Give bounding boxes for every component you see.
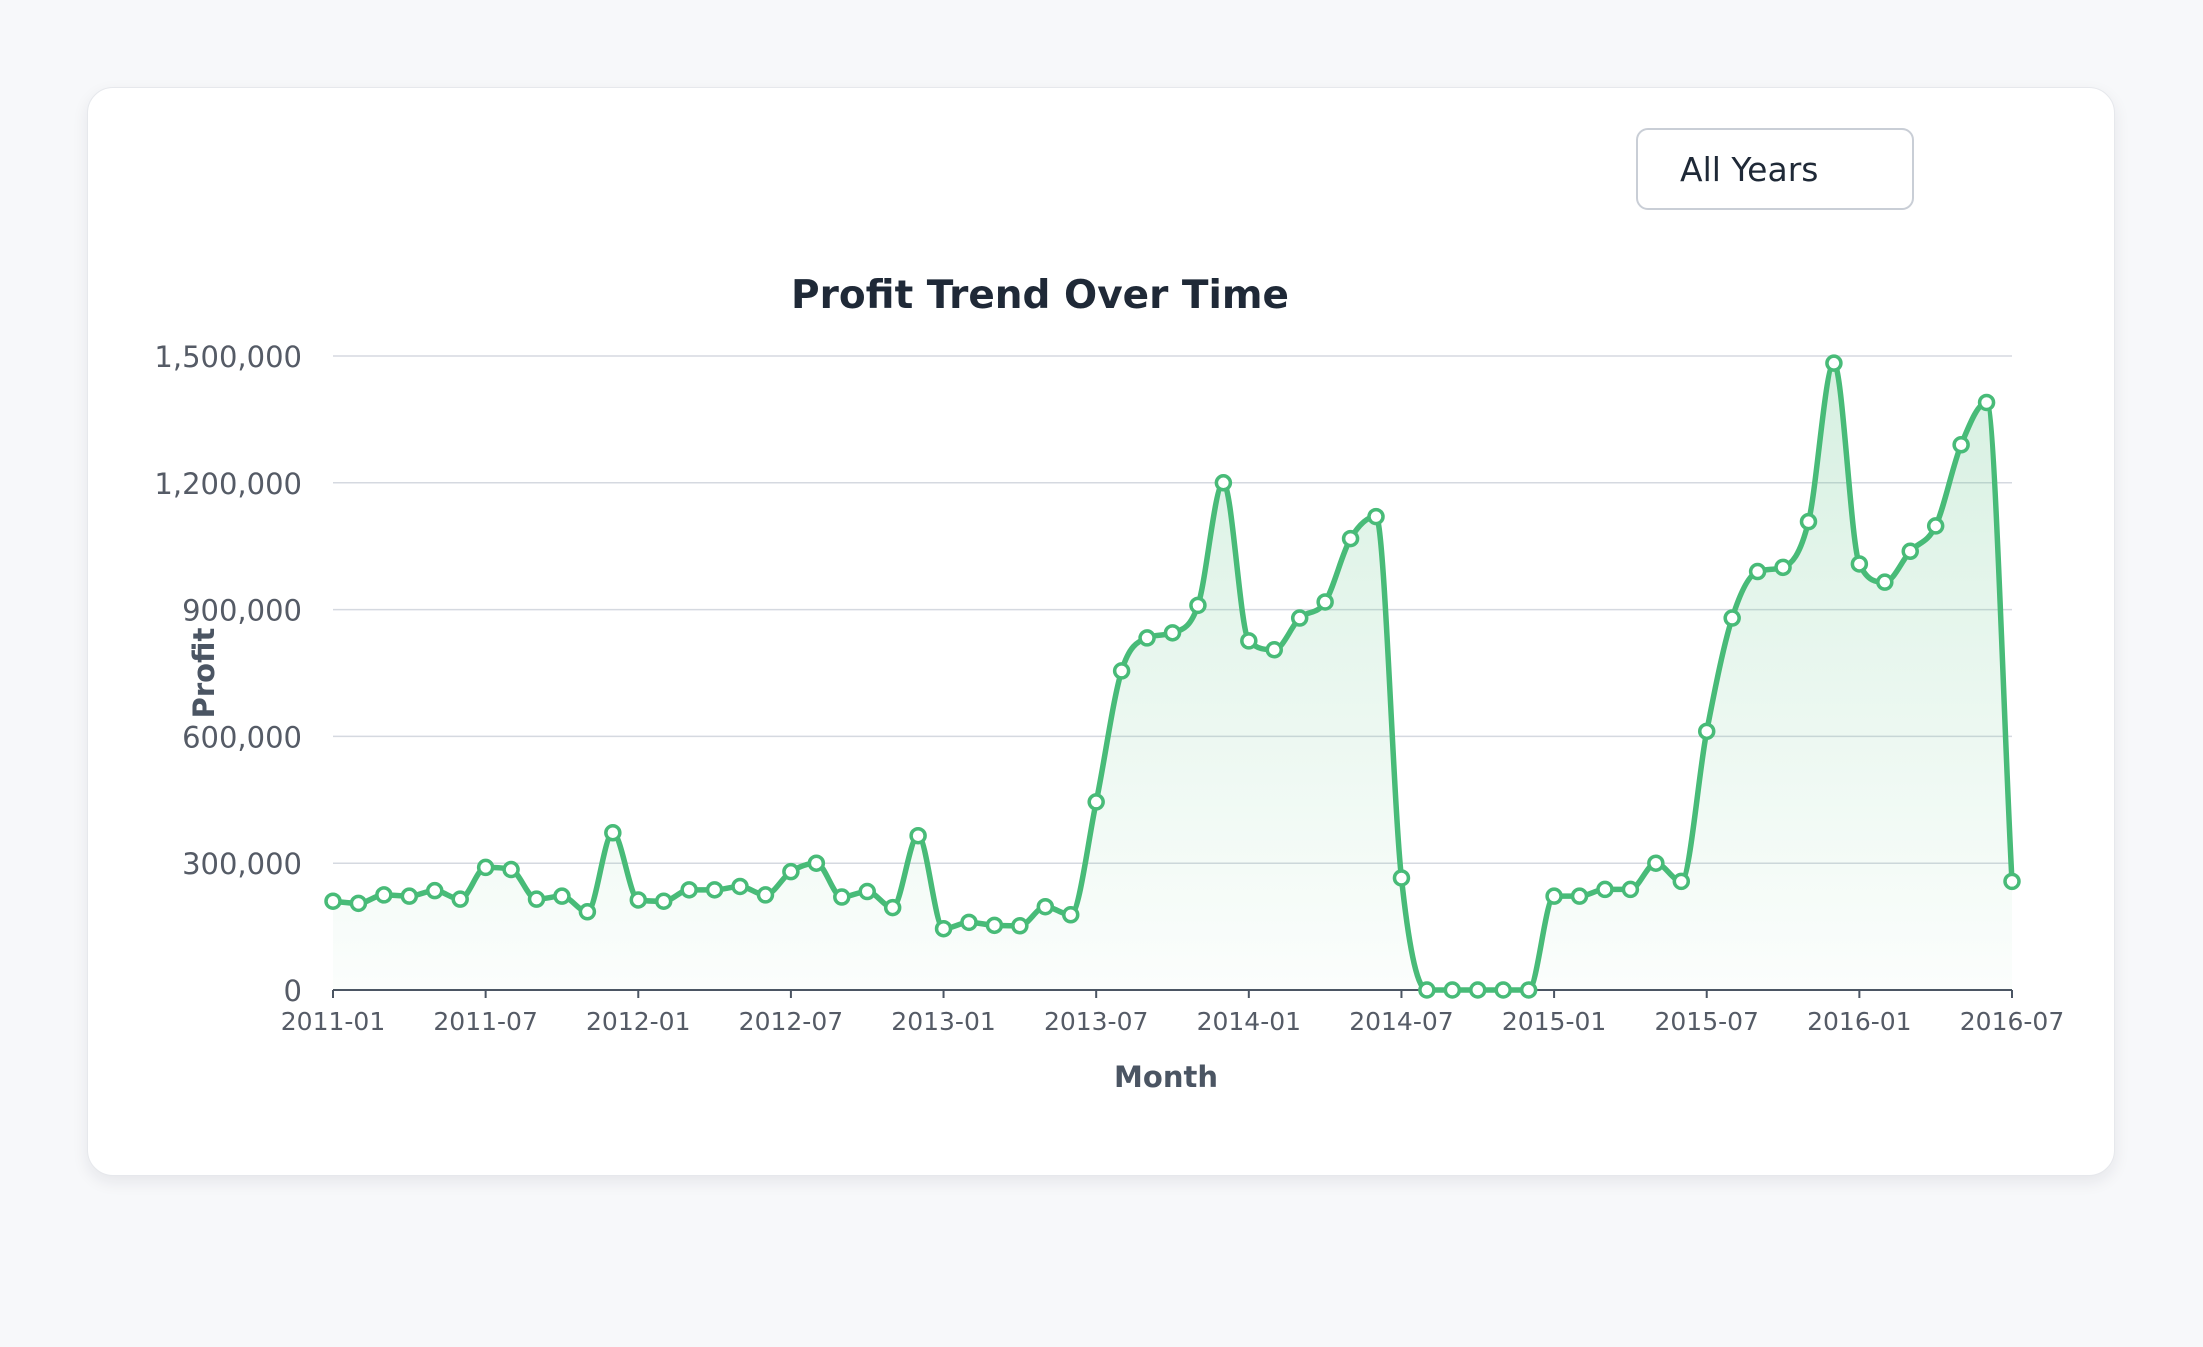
data-point [1290,609,1309,627]
y-tick-label: 0 [284,974,302,1008]
data-point [680,881,698,899]
y-axis-title: Profit [187,627,221,718]
x-tick-label: 2014-01 [1197,1007,1301,1036]
data-point [1723,609,1741,627]
data-point [807,854,826,872]
data-point [1367,507,1385,526]
data-point [1596,880,1614,899]
data-point [426,881,444,900]
profit-area [333,363,2012,991]
data-point [1036,897,1055,916]
data-point [1011,917,1029,935]
data-point [1774,558,1792,577]
x-tick-label: 2016-01 [1807,1007,1911,1036]
x-tick-label: 2012-01 [586,1007,690,1036]
data-point [2003,872,2021,891]
data-point [604,824,622,842]
data-point [1061,906,1080,924]
year-filter-value: All Years [1680,149,1819,189]
data-point [1392,869,1411,887]
data-point [909,826,927,845]
data-point [756,886,775,904]
data-point [1926,517,1945,535]
data-point [1087,793,1105,811]
chart-title: Profit Trend Over Time [791,273,1289,318]
x-tick-label: 2013-01 [891,1007,995,1036]
data-point [1876,573,1894,591]
data-point [1443,981,1462,999]
y-tick-label: 300,000 [182,847,302,881]
data-point [1748,562,1767,581]
y-tick-label: 900,000 [182,594,302,628]
data-point [1545,887,1563,905]
data-point [553,887,571,905]
data-point [782,862,800,881]
x-tick-label: 2012-07 [739,1007,843,1036]
x-tick-label: 2011-07 [433,1007,537,1036]
data-point [1519,981,1538,999]
data-point [1952,436,1970,454]
y-tick-label: 600,000 [182,720,302,754]
data-point [1469,981,1487,999]
data-point [833,888,851,906]
x-axis-title: Month [1114,1060,1218,1094]
x-tick-label: 2016-07 [1960,1007,2064,1036]
x-tick-label: 2011-01 [281,1007,385,1036]
data-point [1494,981,1512,999]
data-points [324,354,2021,999]
data-point [1341,529,1360,548]
data-point [375,886,393,904]
y-tick-label: 1,200,000 [154,467,302,501]
data-point [1265,641,1284,659]
x-axis: 2011-01 2011-07 2012-01 2012-07 2013-01 2013-… [281,990,2064,1036]
data-point [1901,542,1919,561]
data-point [324,892,342,910]
data-point [1977,393,1996,412]
data-point [578,903,597,921]
data-point [349,894,368,913]
data-point [1647,854,1665,872]
y-axis: 0 300,000 600,000 900,000 1,200,000 1,500,000 [154,340,302,1008]
data-point [1799,512,1818,531]
data-point [1697,722,1716,741]
data-point [400,887,419,905]
data-point [731,877,749,896]
data-point [1138,629,1156,647]
data-point [1672,872,1691,891]
data-point [985,916,1004,935]
data-point [960,913,978,932]
y-tick-label: 1,500,000 [154,340,302,374]
data-point [1621,880,1640,899]
data-point [476,858,495,877]
data-point [654,892,673,910]
data-point [934,919,953,938]
data-point [1850,555,1869,573]
data-point [1112,662,1131,680]
data-point [1240,632,1258,650]
data-point [527,890,546,908]
x-tick-label: 2014-07 [1349,1007,1453,1036]
x-tick-label: 2015-07 [1654,1007,1758,1036]
data-point [705,881,724,899]
data-point [502,860,520,879]
data-point [1825,354,1843,372]
data-point [1163,624,1182,642]
x-tick-label: 2013-07 [1044,1007,1148,1036]
data-point [1189,596,1207,615]
data-point [1570,887,1589,905]
data-point [1214,474,1233,492]
data-point [451,890,469,908]
data-point [883,898,902,917]
year-filter-select[interactable]: All Years [1636,128,1914,210]
data-point [1418,981,1436,999]
data-point [629,891,648,909]
x-tick-label: 2015-01 [1502,1007,1606,1036]
data-point [858,882,876,901]
data-point [1316,593,1334,611]
